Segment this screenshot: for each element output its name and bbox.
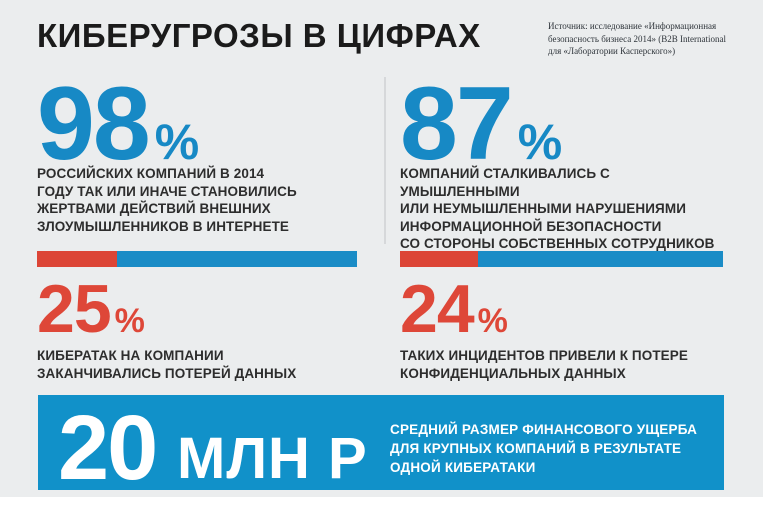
ratio-bar [400,251,723,267]
percent-sign: % [477,302,508,340]
ratio-bar-red-segment [37,251,117,267]
percent-sign: % [517,114,563,170]
page-title: КИБЕРУГРОЗЫ В ЦИФРАХ [37,17,481,54]
sub-stat-value: 24 % [400,271,508,347]
ratio-bar-red-segment [400,251,478,267]
percent-sign: % [154,114,200,170]
source-note: Источник: исследование «Информационная б… [548,21,727,56]
ratio-bar [37,251,357,267]
stat-value-number: 98 [37,66,151,182]
sub-stat-description: ТАКИХ ИНЦИДЕНТОВ ПРИВЕЛИ К ПОТЕРЕ КОНФИД… [400,348,688,381]
stat-value: 98 % [37,66,200,182]
damage-unit: МЛН Р [177,426,368,491]
stat-value-number: 87 [400,66,514,182]
sub-stat-description: КИБЕРАТАК НА КОМПАНИИ ЗАКАНЧИВАЛИСЬ ПОТЕ… [37,348,297,381]
stat-description: КОМПАНИЙ СТАЛКИВАЛИСЬ С УМЫШЛЕННЫМИ ИЛИ … [400,166,715,252]
damage-description: СРЕДНИЙ РАЗМЕР ФИНАНСОВОГО УЩЕРБА ДЛЯ КР… [390,422,698,475]
damage-band: 20 МЛН Р СРЕДНИЙ РАЗМЕР ФИНАНСОВОГО УЩЕР… [38,395,724,499]
stat-description: РОССИЙСКИХ КОМПАНИЙ В 2014 ГОДУ ТАК ИЛИ … [37,166,297,234]
sub-stat-value-number: 24 [400,271,475,347]
stat-value: 87 % [400,66,563,182]
sub-stat-value: 25 % [37,271,145,347]
column-divider [384,77,386,244]
percent-sign: % [114,302,145,340]
damage-value: 20 [58,397,158,499]
sub-stat-value-number: 25 [37,271,112,347]
